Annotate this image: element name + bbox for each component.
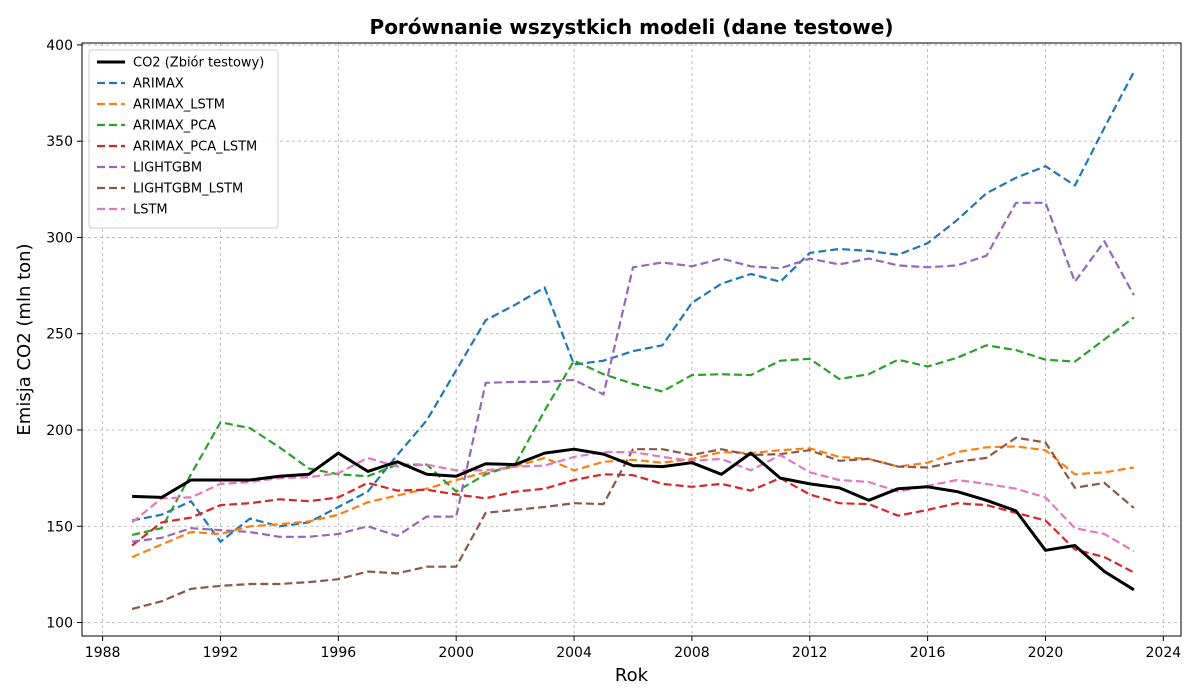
- chart-title: Porównanie wszystkich modeli (dane testo…: [370, 15, 894, 39]
- y-tick-label: 400: [46, 38, 73, 54]
- y-tick-label: 300: [46, 230, 73, 246]
- x-tick-label: 1992: [203, 645, 239, 661]
- series-line-arimax: [131, 71, 1135, 543]
- series-lines: [131, 71, 1135, 611]
- series-line-lightgbm: [131, 201, 1135, 543]
- x-tick-label: 2024: [1146, 645, 1182, 661]
- y-tick-label: 150: [46, 519, 73, 535]
- legend-label: LIGHTGBM_LSTM: [133, 182, 243, 197]
- legend-label: ARIMAX_LSTM: [133, 98, 225, 113]
- x-axis-label: Rok: [615, 665, 649, 686]
- x-tick-label: 1996: [321, 645, 357, 661]
- series-line-arimax-pca-lstm: [131, 473, 1135, 574]
- x-axis-ticks: 1988 1992 1996 2000 2004 2008 2012 2016 2020 2024: [85, 636, 1181, 661]
- x-tick-label: 2020: [1028, 645, 1064, 661]
- y-axis-ticks: 100 150 200 250 300 350 400: [46, 38, 82, 632]
- y-tick-label: 100: [46, 616, 73, 632]
- y-tick-label: 350: [46, 134, 73, 150]
- legend-label: ARIMAX_PCA_LSTM: [133, 140, 257, 155]
- x-tick-label: 2008: [674, 645, 710, 661]
- plot-frame: [81, 42, 1182, 637]
- series-line-arimax-pca: [131, 316, 1135, 536]
- series-line-co2-zbi-r-testowy: [132, 447, 1135, 592]
- y-axis-label: Emisja CO2 (mln ton): [14, 243, 35, 435]
- y-tick-label: 250: [46, 327, 73, 343]
- series-line-lightgbm-lstm: [131, 436, 1135, 611]
- legend-box: [88, 49, 279, 229]
- legend: CO2 (Zbiór testowy) ARIMAX ARIMAX_LSTM ARIM…: [88, 49, 279, 229]
- x-tick-label: 2012: [792, 645, 828, 661]
- series-line-lstm: [131, 451, 1135, 553]
- x-tick-label: 1988: [85, 645, 121, 661]
- legend-label: ARIMAX: [133, 77, 184, 92]
- series-line-arimax-lstm: [131, 445, 1135, 559]
- x-tick-label: 2004: [556, 645, 592, 661]
- legend-label: ARIMAX_PCA: [133, 119, 216, 134]
- legend-label: LSTM: [133, 203, 168, 218]
- x-tick-label: 2000: [438, 645, 474, 661]
- legend-label: LIGHTGBM: [133, 161, 202, 176]
- x-tick-label: 2016: [910, 645, 946, 661]
- legend-label: CO2 (Zbiór testowy): [133, 56, 264, 71]
- y-tick-label: 200: [46, 423, 73, 439]
